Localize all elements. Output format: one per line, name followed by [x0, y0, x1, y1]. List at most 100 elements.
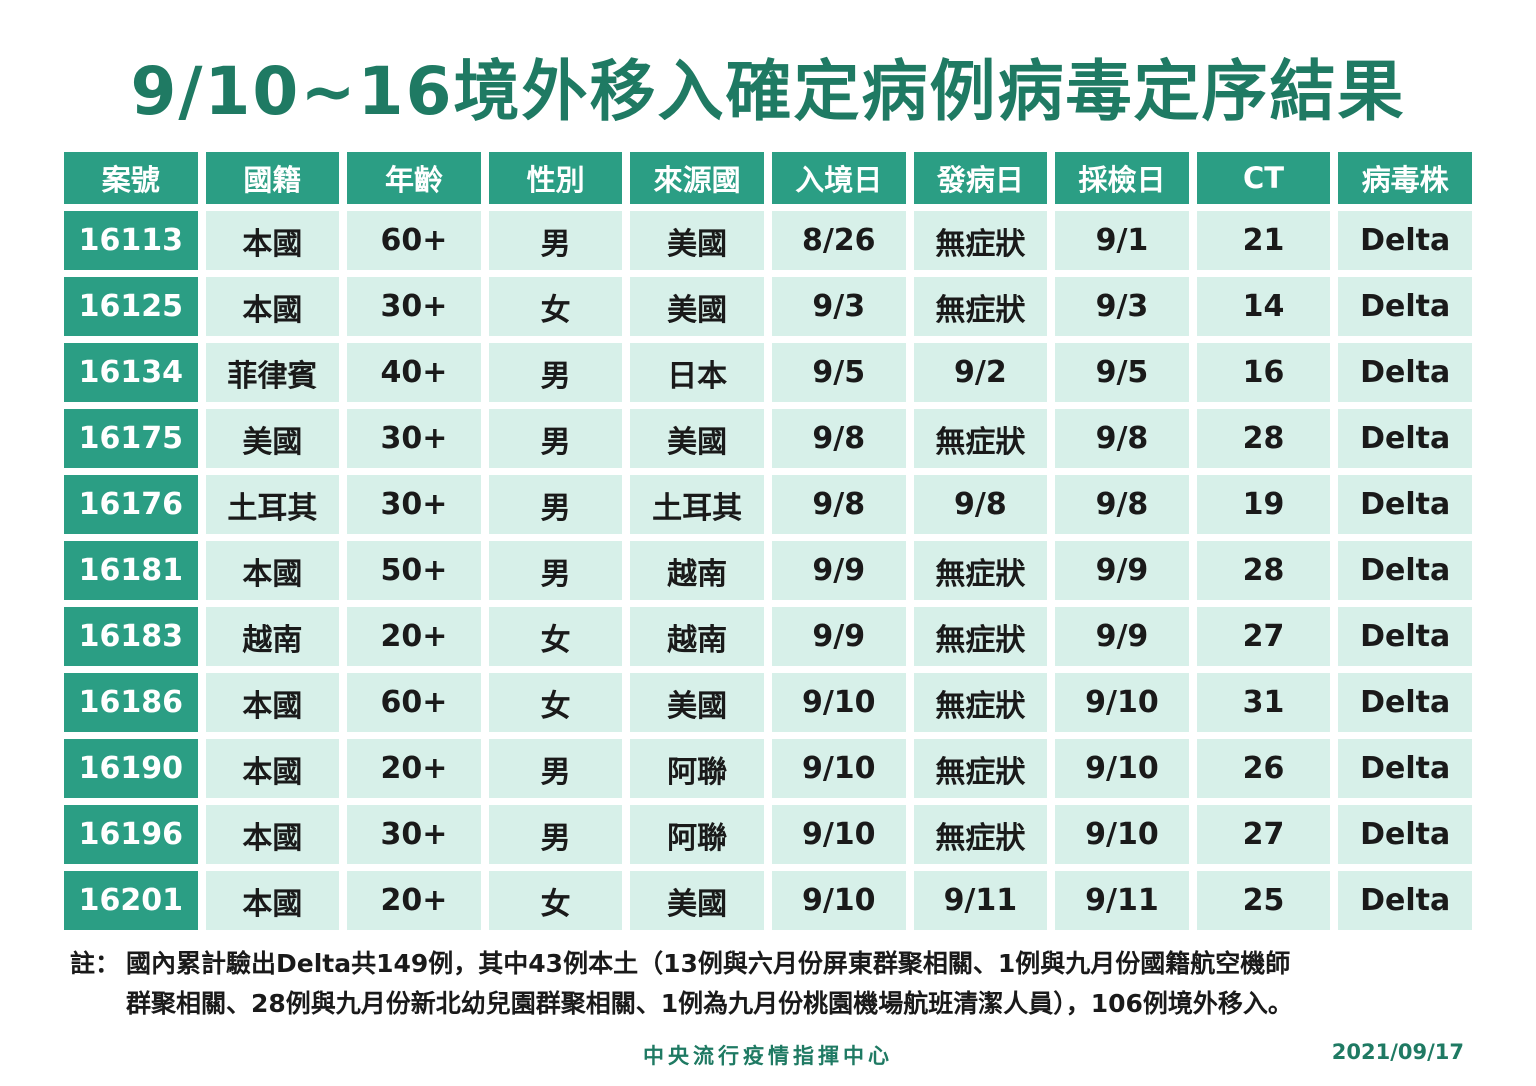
footnote-line-2: 群聚相關、28例與九月份新北幼兒園群聚相關、1例為九月份桃園機場航班清潔人員），…: [126, 989, 1293, 1018]
cell-onset-date: 無症狀: [913, 673, 1048, 732]
cell-strain: Delta: [1338, 475, 1472, 534]
cell-entry-date: 9/8: [771, 409, 906, 468]
table-row: 16181 本國 50+ 男越南 9/9 無症狀 9/9 28 Delta: [64, 541, 1472, 600]
cell-strain: Delta: [1338, 739, 1472, 798]
cell-case-number: 16196: [64, 805, 198, 864]
cell-nationality: 本國: [205, 673, 340, 732]
table-header: 案號 國籍 年齡 性別 來源國 入境日 發病日 採檢日 CT 病毒株: [64, 152, 1472, 204]
cell-age: 20+: [347, 739, 481, 798]
cell-ct: 14: [1196, 277, 1331, 336]
cell-ct: 28: [1196, 409, 1331, 468]
cell-case-number: 16175: [64, 409, 198, 468]
cell-case-number: 16183: [64, 607, 198, 666]
cell-age: 30+: [347, 805, 481, 864]
cell-test-date: 9/8: [1055, 475, 1189, 534]
cell-test-date: 9/3: [1055, 277, 1189, 336]
cell-ct: 16: [1196, 343, 1331, 402]
cell-nationality: 美國: [205, 409, 340, 468]
table-row: 16186 本國 60+ 女美國 9/10 無症狀 9/10 31 Delta: [64, 673, 1472, 732]
cell-sex: 男: [488, 739, 623, 798]
col-header-age: 年齡: [347, 152, 481, 204]
cell-test-date: 9/11: [1055, 871, 1189, 930]
cell-entry-date: 9/3: [771, 277, 906, 336]
cell-age: 30+: [347, 409, 481, 468]
cell-case-number: 16125: [64, 277, 198, 336]
cell-age: 40+: [347, 343, 481, 402]
col-header-strain: 病毒株: [1338, 152, 1472, 204]
cell-age: 60+: [347, 211, 481, 270]
cell-onset-date: 無症狀: [913, 211, 1048, 270]
cell-source-country: 美國: [630, 211, 764, 270]
cell-strain: Delta: [1338, 211, 1472, 270]
cell-nationality: 本國: [205, 211, 340, 270]
cell-entry-date: 9/9: [771, 607, 906, 666]
table-row: 16183 越南 20+ 女越南 9/9 無症狀 9/9 27 Delta: [64, 607, 1472, 666]
table-row: 16196 本國 30+ 男阿聯 9/10 無症狀 9/10 27 Delta: [64, 805, 1472, 864]
cell-strain: Delta: [1338, 343, 1472, 402]
cell-test-date: 9/9: [1055, 541, 1189, 600]
cell-source-country: 日本: [630, 343, 764, 402]
cell-test-date: 9/10: [1055, 739, 1189, 798]
cell-onset-date: 無症狀: [913, 409, 1048, 468]
table-row: 16175 美國 30+ 男美國 9/8 無症狀 9/8 28 Delta: [64, 409, 1472, 468]
cell-sex: 男: [488, 541, 623, 600]
cell-case-number: 16181: [64, 541, 198, 600]
cell-source-country: 美國: [630, 673, 764, 732]
cell-strain: Delta: [1338, 673, 1472, 732]
cell-case-number: 16176: [64, 475, 198, 534]
cell-case-number: 16201: [64, 871, 198, 930]
cell-age: 20+: [347, 871, 481, 930]
cell-nationality: 本國: [205, 277, 340, 336]
cell-test-date: 9/8: [1055, 409, 1189, 468]
cell-source-country: 美國: [630, 277, 764, 336]
cell-sex: 女: [488, 673, 623, 732]
footer-date: 2021/09/17: [1331, 1040, 1464, 1064]
cell-sex: 男: [488, 805, 623, 864]
footnote-prefix: 註：: [70, 949, 121, 978]
cell-onset-date: 9/11: [913, 871, 1048, 930]
cell-source-country: 美國: [630, 409, 764, 468]
cell-nationality: 本國: [205, 805, 340, 864]
cell-entry-date: 8/26: [771, 211, 906, 270]
cell-source-country: 阿聯: [630, 739, 764, 798]
cell-sex: 男: [488, 343, 623, 402]
col-header-test-date: 採檢日: [1055, 152, 1189, 204]
case-table: 案號 國籍 年齡 性別 來源國 入境日 發病日 採檢日 CT 病毒株 16113…: [56, 145, 1480, 937]
cell-case-number: 16186: [64, 673, 198, 732]
cell-nationality: 本國: [205, 541, 340, 600]
cell-strain: Delta: [1338, 871, 1472, 930]
footnote-line-1: 國內累計驗出Delta共149例，其中43例本土（13例與六月份屏東群聚相關、1…: [126, 949, 1291, 978]
cell-age: 20+: [347, 607, 481, 666]
cell-nationality: 本國: [205, 739, 340, 798]
cell-strain: Delta: [1338, 805, 1472, 864]
cell-entry-date: 9/5: [771, 343, 906, 402]
footnote: 註： 國內累計驗出Delta共149例，其中43例本土（13例與六月份屏東群聚相關…: [70, 944, 1500, 1024]
cell-onset-date: 9/2: [913, 343, 1048, 402]
cell-entry-date: 9/10: [771, 739, 906, 798]
cell-sex: 女: [488, 871, 623, 930]
cell-onset-date: 無症狀: [913, 805, 1048, 864]
cell-ct: 27: [1196, 607, 1331, 666]
table-row: 16125 本國 30+ 女美國 9/3 無症狀 9/3 14 Delta: [64, 277, 1472, 336]
table-row: 16113 本國 60+ 男美國 8/26 無症狀 9/1 21 Delta: [64, 211, 1472, 270]
cell-nationality: 土耳其: [205, 475, 340, 534]
cell-ct: 21: [1196, 211, 1331, 270]
cell-entry-date: 9/9: [771, 541, 906, 600]
table-body: 16113 本國 60+ 男美國 8/26 無症狀 9/1 21 Delta 16125 本國 30+…: [64, 211, 1472, 930]
cell-sex: 男: [488, 409, 623, 468]
cell-entry-date: 9/10: [771, 805, 906, 864]
footer-organization: 中央流行疫情指揮中心: [643, 1044, 893, 1068]
cell-onset-date: 無症狀: [913, 607, 1048, 666]
table-row: 16176 土耳其 30+ 男土耳其 9/8 9/8 9/8 19 Delta: [64, 475, 1472, 534]
cell-test-date: 9/10: [1055, 673, 1189, 732]
cell-ct: 26: [1196, 739, 1331, 798]
cell-ct: 19: [1196, 475, 1331, 534]
cell-ct: 27: [1196, 805, 1331, 864]
cell-test-date: 9/1: [1055, 211, 1189, 270]
cell-source-country: 越南: [630, 541, 764, 600]
cell-age: 50+: [347, 541, 481, 600]
cell-strain: Delta: [1338, 607, 1472, 666]
cell-sex: 女: [488, 607, 623, 666]
cell-sex: 男: [488, 475, 623, 534]
cell-test-date: 9/10: [1055, 805, 1189, 864]
